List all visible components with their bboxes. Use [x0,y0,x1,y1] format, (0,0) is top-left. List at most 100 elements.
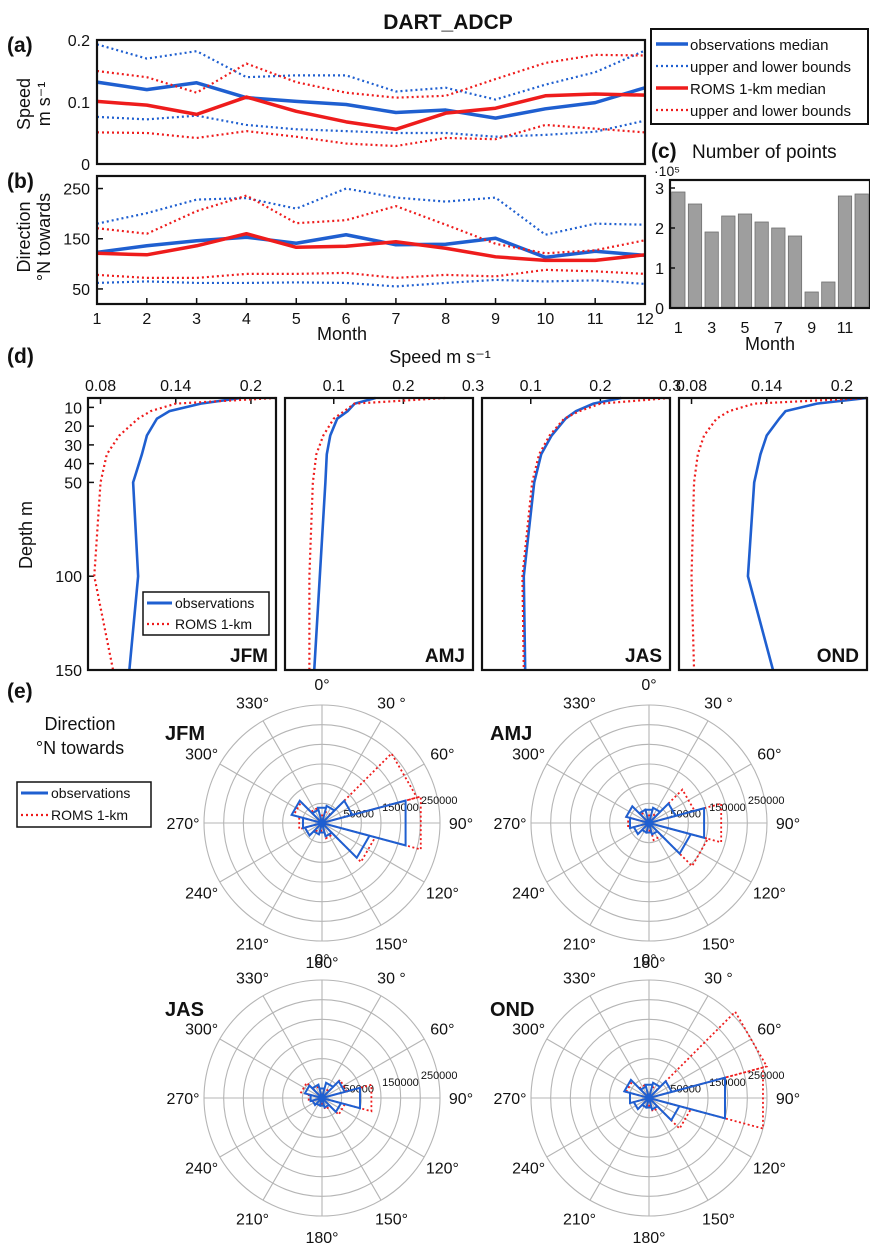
panel-label-e: (e) [7,680,33,703]
panel-e-JFM-spoke [321,822,425,883]
panel-e-JAS-spoke [219,1038,323,1099]
panel-e-OND-season-label: OND [490,999,534,1021]
panel-b-series-obs-bound-line [96,278,646,288]
legend-d: observations ROMS 1-km [142,591,270,636]
panel-d-AMJ-obs-line [312,396,376,671]
panel-d-JAS-obs-line [522,396,622,671]
panel-e-AMJ-spoke [589,822,650,926]
panel-c-xtick-label: 1 [674,320,683,337]
panel-a-ytick-label: 0 [81,157,90,174]
panel-d-ytick-label: 30 [64,438,82,455]
panel-b-xtick-label: 4 [242,311,251,328]
panel-b-ytick-label: 150 [63,232,90,249]
panel-d-OND-xtick-label: 0.14 [751,378,782,395]
legend-e-obs-label: observations [51,785,130,801]
panel-d-ytick-label: 50 [64,475,82,492]
panel-b-xtick-label: 5 [292,311,301,328]
panel-e: Direction °N towards observations ROMS 1… [16,677,800,1247]
panel-d-AMJ-xtick-label: 0.1 [323,378,345,395]
panel-e-OND-angle-label: 150° [702,1211,735,1228]
panel-e-OND-obs-rose [622,1076,726,1122]
panel-b-xtick-label: 12 [636,311,654,328]
panel-e-JFM-spoke [321,720,382,824]
panel-e-title-line2: °N towards [36,738,124,758]
panel-d-JAS-season-label: JAS [625,646,662,667]
panel-e-JFM-spoke [262,720,323,824]
legend-obs-bounds-label: upper and lower bounds [690,59,851,76]
panel-e-AMJ-angle-label: 150° [702,936,735,953]
panel-a-series-obs-median-line [96,80,646,120]
panel-d-AMJ-frame [283,396,475,672]
panel-a-ylabel-line2: m s⁻¹ [34,82,54,127]
panel-d-ylabel: Depth m [16,501,36,569]
panel-c-ytick-label: 1 [655,261,664,278]
panel-e-JAS-angle-label: 120° [426,1161,459,1178]
panel-e-JAS-spoke [321,995,382,1099]
panel-e-JAS-angle-label: 180° [305,1230,338,1247]
panel-c-bar [704,231,719,309]
panel-a-frame [95,38,647,166]
panel-b-series-roms-bound-line [96,194,646,255]
panel-c-bar [821,281,836,309]
panel-e-JAS-angle-label: 270° [166,1091,199,1108]
panel-d-JFM-frame [86,396,278,672]
panel-a-series-obs-bound-line [96,114,646,138]
panel-e-JFM-spoke [321,763,425,824]
panel-e-JAS-angle-label: 210° [236,1211,269,1228]
panel-e-OND-angle-label: 180° [632,1230,665,1247]
panel-d-OND-xtick-label: 0.2 [831,378,853,395]
panel-e-AMJ-spoke [546,822,650,883]
panel-e-OND-radial-label: 150000 [709,1077,746,1089]
legend-obs-median-label: observations median [690,37,828,54]
legend-d-obs-label: observations [175,595,254,611]
panel-e-title-line1: Direction [44,714,115,734]
panel-e-JAS-spoke [262,995,323,1099]
panel-b-series-obs-median-line [96,232,646,260]
panel-e-JAS-angle-label: 150° [375,1211,408,1228]
panel-e-OND-spoke [648,1097,752,1158]
legend-top: observations median upper and lower boun… [650,28,869,125]
panel-e-JAS-radial-label: 250000 [421,1070,458,1082]
panel-b-xtick-label: 6 [342,311,351,328]
panel-d-OND-roms-line [690,396,868,671]
panel-d-OND-season-label: OND [817,646,859,667]
legend-e: observations ROMS 1-km [16,781,152,828]
panel-e-JFM-radial-label: 150000 [382,802,419,814]
panel-d: Speed m s⁻¹ Depth m 0.08 0.14 0.2 10 20 30 405… [16,347,869,680]
panel-label-d: (d) [7,345,34,368]
panel-e-OND-radial-label: 250000 [748,1070,785,1082]
panel-a-series-roms-bound-line [96,53,646,99]
panel-d-OND-xtick-label: 0.08 [676,378,707,395]
panel-a-plot: 0 0.1 0.2 [68,33,646,174]
panel-e-JAS-angle-label: 240° [185,1161,218,1178]
panel-e-plots: 0° 30 ° 60° 90° 120° 150° 180° 210° 240° 270° 300°… [165,677,800,1247]
panel-c-bar [837,195,853,309]
panel-e-JAS-angle-label: 60° [430,1022,454,1039]
panel-c-xtick-label: 7 [774,320,783,337]
panel-e-OND-angle-label: 60° [757,1022,781,1039]
panel-b-xtick-label: 9 [491,311,500,328]
panel-d-ytick-label: 20 [64,419,82,436]
panel-e-OND-angle-label: 300° [512,1022,545,1039]
panel-b-xtick-label: 3 [192,311,201,328]
legend-e-roms-label: ROMS 1-km [51,807,128,823]
panel-b-xtick-label: 8 [441,311,450,328]
legend-roms-median-label: ROMS 1-km median [690,81,826,98]
panel-b-xtick-label: 10 [536,311,554,328]
panel-e-OND-angle-label: 120° [753,1161,786,1178]
panel-c-bar [721,215,736,309]
panel-e-JAS-spoke [321,1097,382,1201]
panel-e-JAS-season-label: JAS [165,999,204,1021]
panel-d-ytick-label: 150 [55,663,82,680]
panel-a-series-obs-bound-line [96,43,646,101]
panel-d-ytick-label: 40 [64,457,82,474]
panel-e-AMJ-season-label: AMJ [490,723,532,745]
panel-e-JFM-season-label: JFM [165,723,205,745]
panel-b-xtick-label: 11 [587,311,604,328]
panel-a-series-roms-bound-line [96,123,646,148]
panel-d-AMJ-xtick-label: 0.2 [392,378,414,395]
panel-e-OND-angle-label: 240° [512,1161,545,1178]
